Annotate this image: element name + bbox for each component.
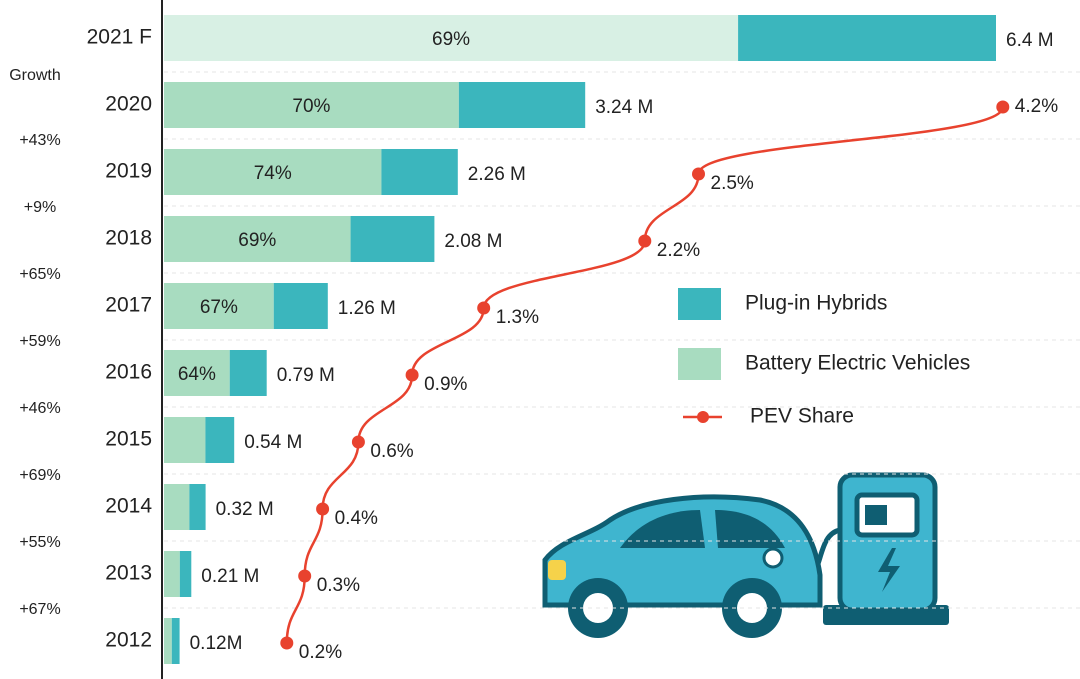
total-label: 0.32 M [216,499,274,520]
y-tick-label: 2013 [105,562,152,585]
y-tick-label: 2015 [105,428,152,451]
growth-title: Growth [9,67,61,84]
pev-share-label: 0.4% [335,508,378,529]
y-tick-label: 2021 F [87,26,152,49]
y-tick-label: 2019 [105,160,152,183]
phev-bar [273,283,328,329]
growth-label: +67% [19,601,60,618]
bev-bar [164,149,382,195]
bev-share-label: 70% [292,96,330,117]
bev-bar [164,216,351,262]
phev-bar [738,15,996,61]
growth-label: +43% [19,132,60,149]
bev-bar [164,618,172,664]
phev-bar [179,551,192,597]
pev-share-label: 0.2% [299,642,342,663]
bev-bar [164,350,230,396]
total-label: 3.24 M [595,97,653,118]
growth-label: +9% [24,199,56,216]
phev-bar [458,82,586,128]
phev-bar [171,618,180,664]
total-label: 0.21 M [201,566,259,587]
y-tick-label: 2017 [105,294,152,317]
growth-label: +59% [19,333,60,350]
pev-share-point [280,636,294,650]
pev-share-label: 0.6% [370,441,413,462]
bev-share-label: 74% [254,163,292,184]
bev-bar [164,417,206,463]
growth-label: +46% [19,400,60,417]
legend-swatch [678,348,721,380]
total-label: 0.79 M [277,365,335,386]
legend-label: Plug-in Hybrids [745,292,887,315]
total-label: 6.4 M [1006,30,1054,51]
legend-label: PEV Share [750,405,854,428]
bev-share-label: 69% [432,29,470,50]
phev-bar [229,350,267,396]
pev-share-point [638,234,652,248]
total-label: 0.12M [190,633,243,654]
phev-bar [381,149,458,195]
total-label: 2.08 M [444,231,502,252]
ev-illustration [542,472,949,638]
bev-share-label: 69% [238,230,276,251]
y-tick-label: 2018 [105,227,152,250]
pev-share-label: 2.5% [711,173,754,194]
pev-share-line [285,106,1005,644]
pev-share-point [316,502,330,516]
pev-share-label: 2.2% [657,240,700,261]
pev-share-point [298,569,312,583]
total-label: 0.54 M [244,432,302,453]
y-tick-label: 2016 [105,361,152,384]
growth-label: +69% [19,467,60,484]
pev-share-label: 1.3% [496,307,539,328]
pev-share-point [477,301,491,315]
bev-bar [164,15,739,61]
growth-label: +65% [19,266,60,283]
legend-swatch [678,288,721,320]
pev-share-label: 0.9% [424,374,467,395]
growth-label: +55% [19,534,60,551]
bev-bar [164,551,180,597]
y-tick-label: 2020 [105,93,152,116]
phev-bar [205,417,235,463]
bev-bar [164,82,459,128]
pev-share-point [351,435,365,449]
bev-bar [164,484,190,530]
bev-share-label: 64% [178,364,216,385]
bev-bar [164,283,274,329]
total-label: 2.26 M [468,164,526,185]
legend-label: Battery Electric Vehicles [745,352,970,375]
total-label: 1.26 M [338,298,396,319]
pev-share-point [692,167,705,181]
phev-bar [350,216,435,262]
pev-share-point [996,100,1010,114]
pev-share-label: 4.2% [1015,96,1058,117]
y-tick-label: 2012 [105,629,152,652]
bev-share-label: 67% [200,297,238,318]
legend-marker [697,411,709,423]
pev-share-label: 0.3% [317,575,360,596]
y-tick-label: 2014 [105,495,152,518]
pev-share-point [405,368,419,382]
phev-bar [189,484,206,530]
